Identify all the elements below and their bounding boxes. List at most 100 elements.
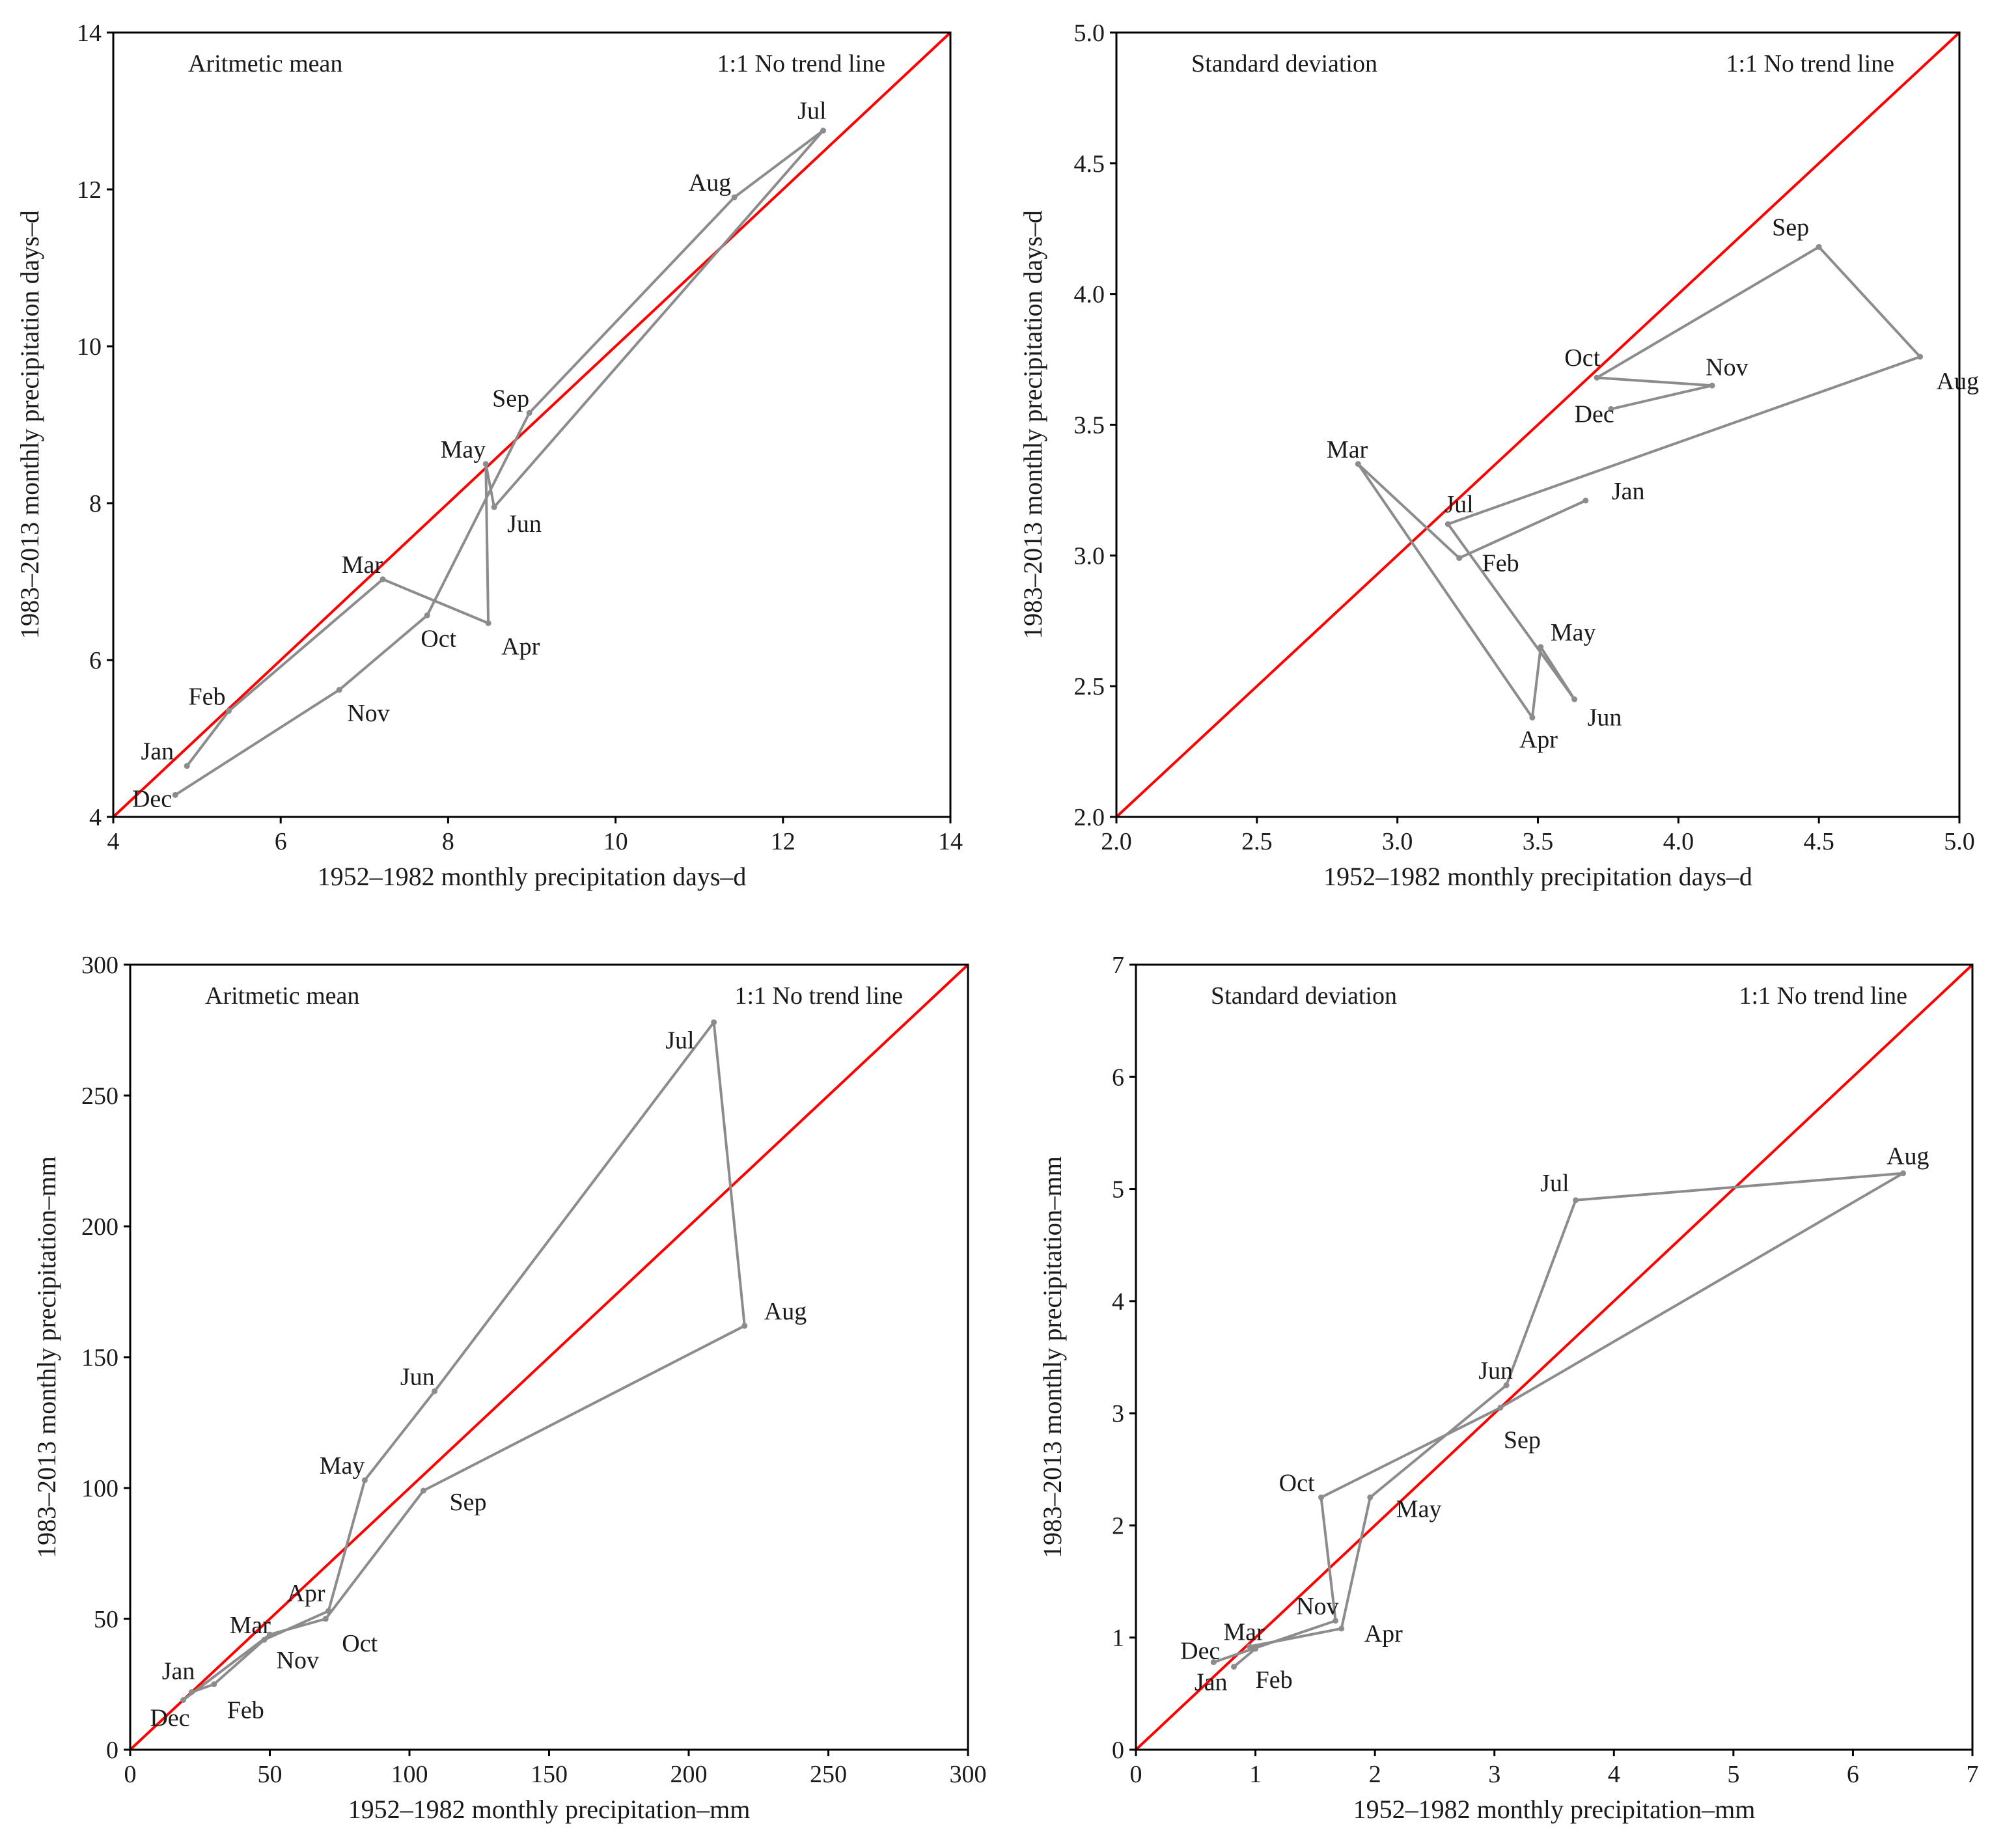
reference-line-1to1 bbox=[1135, 963, 1974, 1751]
x-tick-label: 0 bbox=[1130, 1761, 1142, 1788]
y-axis-title: 1983–2013 monthly precipitation days–d bbox=[1018, 210, 1047, 639]
y-tick-label: 5.0 bbox=[1074, 20, 1105, 47]
y-tick-label: 4 bbox=[89, 804, 102, 831]
series-line bbox=[174, 129, 825, 796]
data-point-mar bbox=[261, 1636, 268, 1643]
y-tick-label: 200 bbox=[81, 1213, 118, 1241]
data-point-aug bbox=[731, 194, 738, 200]
x-tick-label: 7 bbox=[1967, 1761, 1979, 1788]
trend-annotation: 1:1 No trend line bbox=[1726, 50, 1894, 77]
data-point-jul bbox=[711, 1019, 717, 1025]
y-tick-label: 6 bbox=[89, 647, 102, 674]
y-tick-label: 250 bbox=[81, 1083, 118, 1110]
month-label-jul: Jul bbox=[1444, 491, 1473, 518]
x-tick-label: 8 bbox=[442, 828, 454, 855]
data-point-jul bbox=[1444, 521, 1451, 527]
month-label-apr: Apr bbox=[1364, 1620, 1403, 1648]
month-label-aug: Aug bbox=[689, 169, 731, 197]
data-point-oct bbox=[1594, 374, 1600, 381]
data-point-dec bbox=[1210, 1659, 1217, 1666]
data-point-apr bbox=[1338, 1625, 1345, 1632]
x-tick-label: 6 bbox=[1847, 1761, 1859, 1788]
y-tick-label: 0 bbox=[1112, 1737, 1124, 1764]
y-tick-label: 4.0 bbox=[1074, 281, 1105, 309]
data-point-oct bbox=[424, 612, 430, 618]
x-tick-label: 5.0 bbox=[1944, 828, 1975, 855]
data-point-jun bbox=[432, 1388, 438, 1394]
y-axis-title: 1983–2013 monthly precipitation days–d bbox=[15, 210, 44, 639]
month-label-jan: Jan bbox=[141, 738, 174, 765]
month-label-feb: Feb bbox=[1256, 1666, 1293, 1694]
data-point-aug bbox=[1917, 353, 1924, 360]
series-line bbox=[1357, 245, 1922, 719]
month-label-mar: Mar bbox=[1327, 436, 1368, 463]
month-label-dec: Dec bbox=[1575, 400, 1614, 428]
data-point-feb bbox=[1456, 555, 1463, 561]
y-tick-label: 1 bbox=[1112, 1625, 1124, 1652]
x-tick-label: 10 bbox=[603, 828, 628, 855]
data-point-sep bbox=[526, 409, 532, 416]
chart-panels: Jan Feb Mar Apr May Jun Jul Aug Sep Oct Nov Dec 4 6 8 1… bbox=[15, 20, 1979, 1824]
series-line bbox=[182, 1021, 746, 1702]
month-label-jun: Jun bbox=[1478, 1357, 1513, 1385]
month-label-may: May bbox=[320, 1452, 365, 1480]
month-label-nov: Nov bbox=[1296, 1593, 1338, 1620]
data-point-nov bbox=[1709, 382, 1715, 389]
data-point-dec bbox=[172, 792, 178, 798]
y-tick-label: 50 bbox=[94, 1606, 118, 1633]
month-label-oct: Oct bbox=[1564, 344, 1600, 372]
y-tick-label: 2 bbox=[1112, 1512, 1124, 1539]
month-label-jun: Jun bbox=[1588, 704, 1622, 731]
month-label-may: May bbox=[441, 436, 486, 463]
data-point-aug bbox=[1900, 1170, 1907, 1176]
data-point-sep bbox=[1816, 243, 1822, 250]
month-label-feb: Feb bbox=[188, 683, 225, 710]
y-tick-label: 0 bbox=[106, 1737, 118, 1764]
month-label-oct: Oct bbox=[1279, 1469, 1315, 1496]
month-label-jun: Jun bbox=[507, 510, 542, 538]
data-point-nov bbox=[336, 687, 342, 693]
data-point-mar bbox=[1246, 1643, 1252, 1649]
trend-annotation: 1:1 No trend line bbox=[717, 50, 885, 77]
data-point-may bbox=[361, 1477, 368, 1483]
x-tick-label: 4.5 bbox=[1803, 828, 1834, 855]
month-label-dec: Dec bbox=[132, 785, 172, 812]
y-tick-label: 10 bbox=[77, 333, 102, 361]
month-label-mar: Mar bbox=[1223, 1618, 1265, 1646]
y-tick-label: 3 bbox=[1112, 1400, 1124, 1427]
month-label-aug: Aug bbox=[764, 1298, 807, 1325]
x-tick-label: 250 bbox=[810, 1761, 847, 1788]
y-tick-label: 7 bbox=[1112, 952, 1124, 979]
data-point-feb bbox=[211, 1681, 217, 1687]
month-label-jul: Jul bbox=[1540, 1170, 1569, 1197]
month-label-feb: Feb bbox=[1482, 549, 1519, 577]
month-label-feb: Feb bbox=[227, 1697, 264, 1724]
data-point-jun bbox=[1503, 1382, 1510, 1388]
y-tick-label: 2.5 bbox=[1074, 673, 1105, 700]
month-label-sep: Sep bbox=[492, 385, 529, 412]
y-tick-label: 5 bbox=[1112, 1176, 1124, 1204]
x-tick-label: 4 bbox=[1608, 1761, 1620, 1788]
y-tick-label: 4.5 bbox=[1074, 150, 1105, 178]
data-point-sep bbox=[1497, 1405, 1504, 1411]
plot-frame bbox=[1135, 963, 1974, 1751]
data-point-jul bbox=[1573, 1197, 1579, 1204]
y-tick-label: 6 bbox=[1112, 1064, 1124, 1091]
x-tick-label: 14 bbox=[938, 828, 963, 855]
x-axis-title: 1952–1982 monthly precipitation days–d bbox=[318, 862, 747, 891]
data-point-nov bbox=[1333, 1618, 1339, 1624]
y-tick-label: 100 bbox=[81, 1475, 118, 1502]
data-point-feb bbox=[225, 708, 232, 714]
y-tick-label: 150 bbox=[81, 1344, 118, 1372]
data-point-jun bbox=[491, 504, 497, 510]
x-tick-label: 4.0 bbox=[1663, 828, 1694, 855]
x-tick-label: 150 bbox=[531, 1761, 568, 1788]
data-point-may bbox=[482, 461, 489, 467]
x-tick-label: 2.0 bbox=[1101, 828, 1132, 855]
y-tick-label: 300 bbox=[81, 952, 118, 979]
data-point-may bbox=[1538, 644, 1544, 650]
month-label-sep: Sep bbox=[1772, 214, 1809, 241]
reference-line-1to1 bbox=[129, 963, 969, 1751]
data-point-jan bbox=[184, 763, 190, 769]
